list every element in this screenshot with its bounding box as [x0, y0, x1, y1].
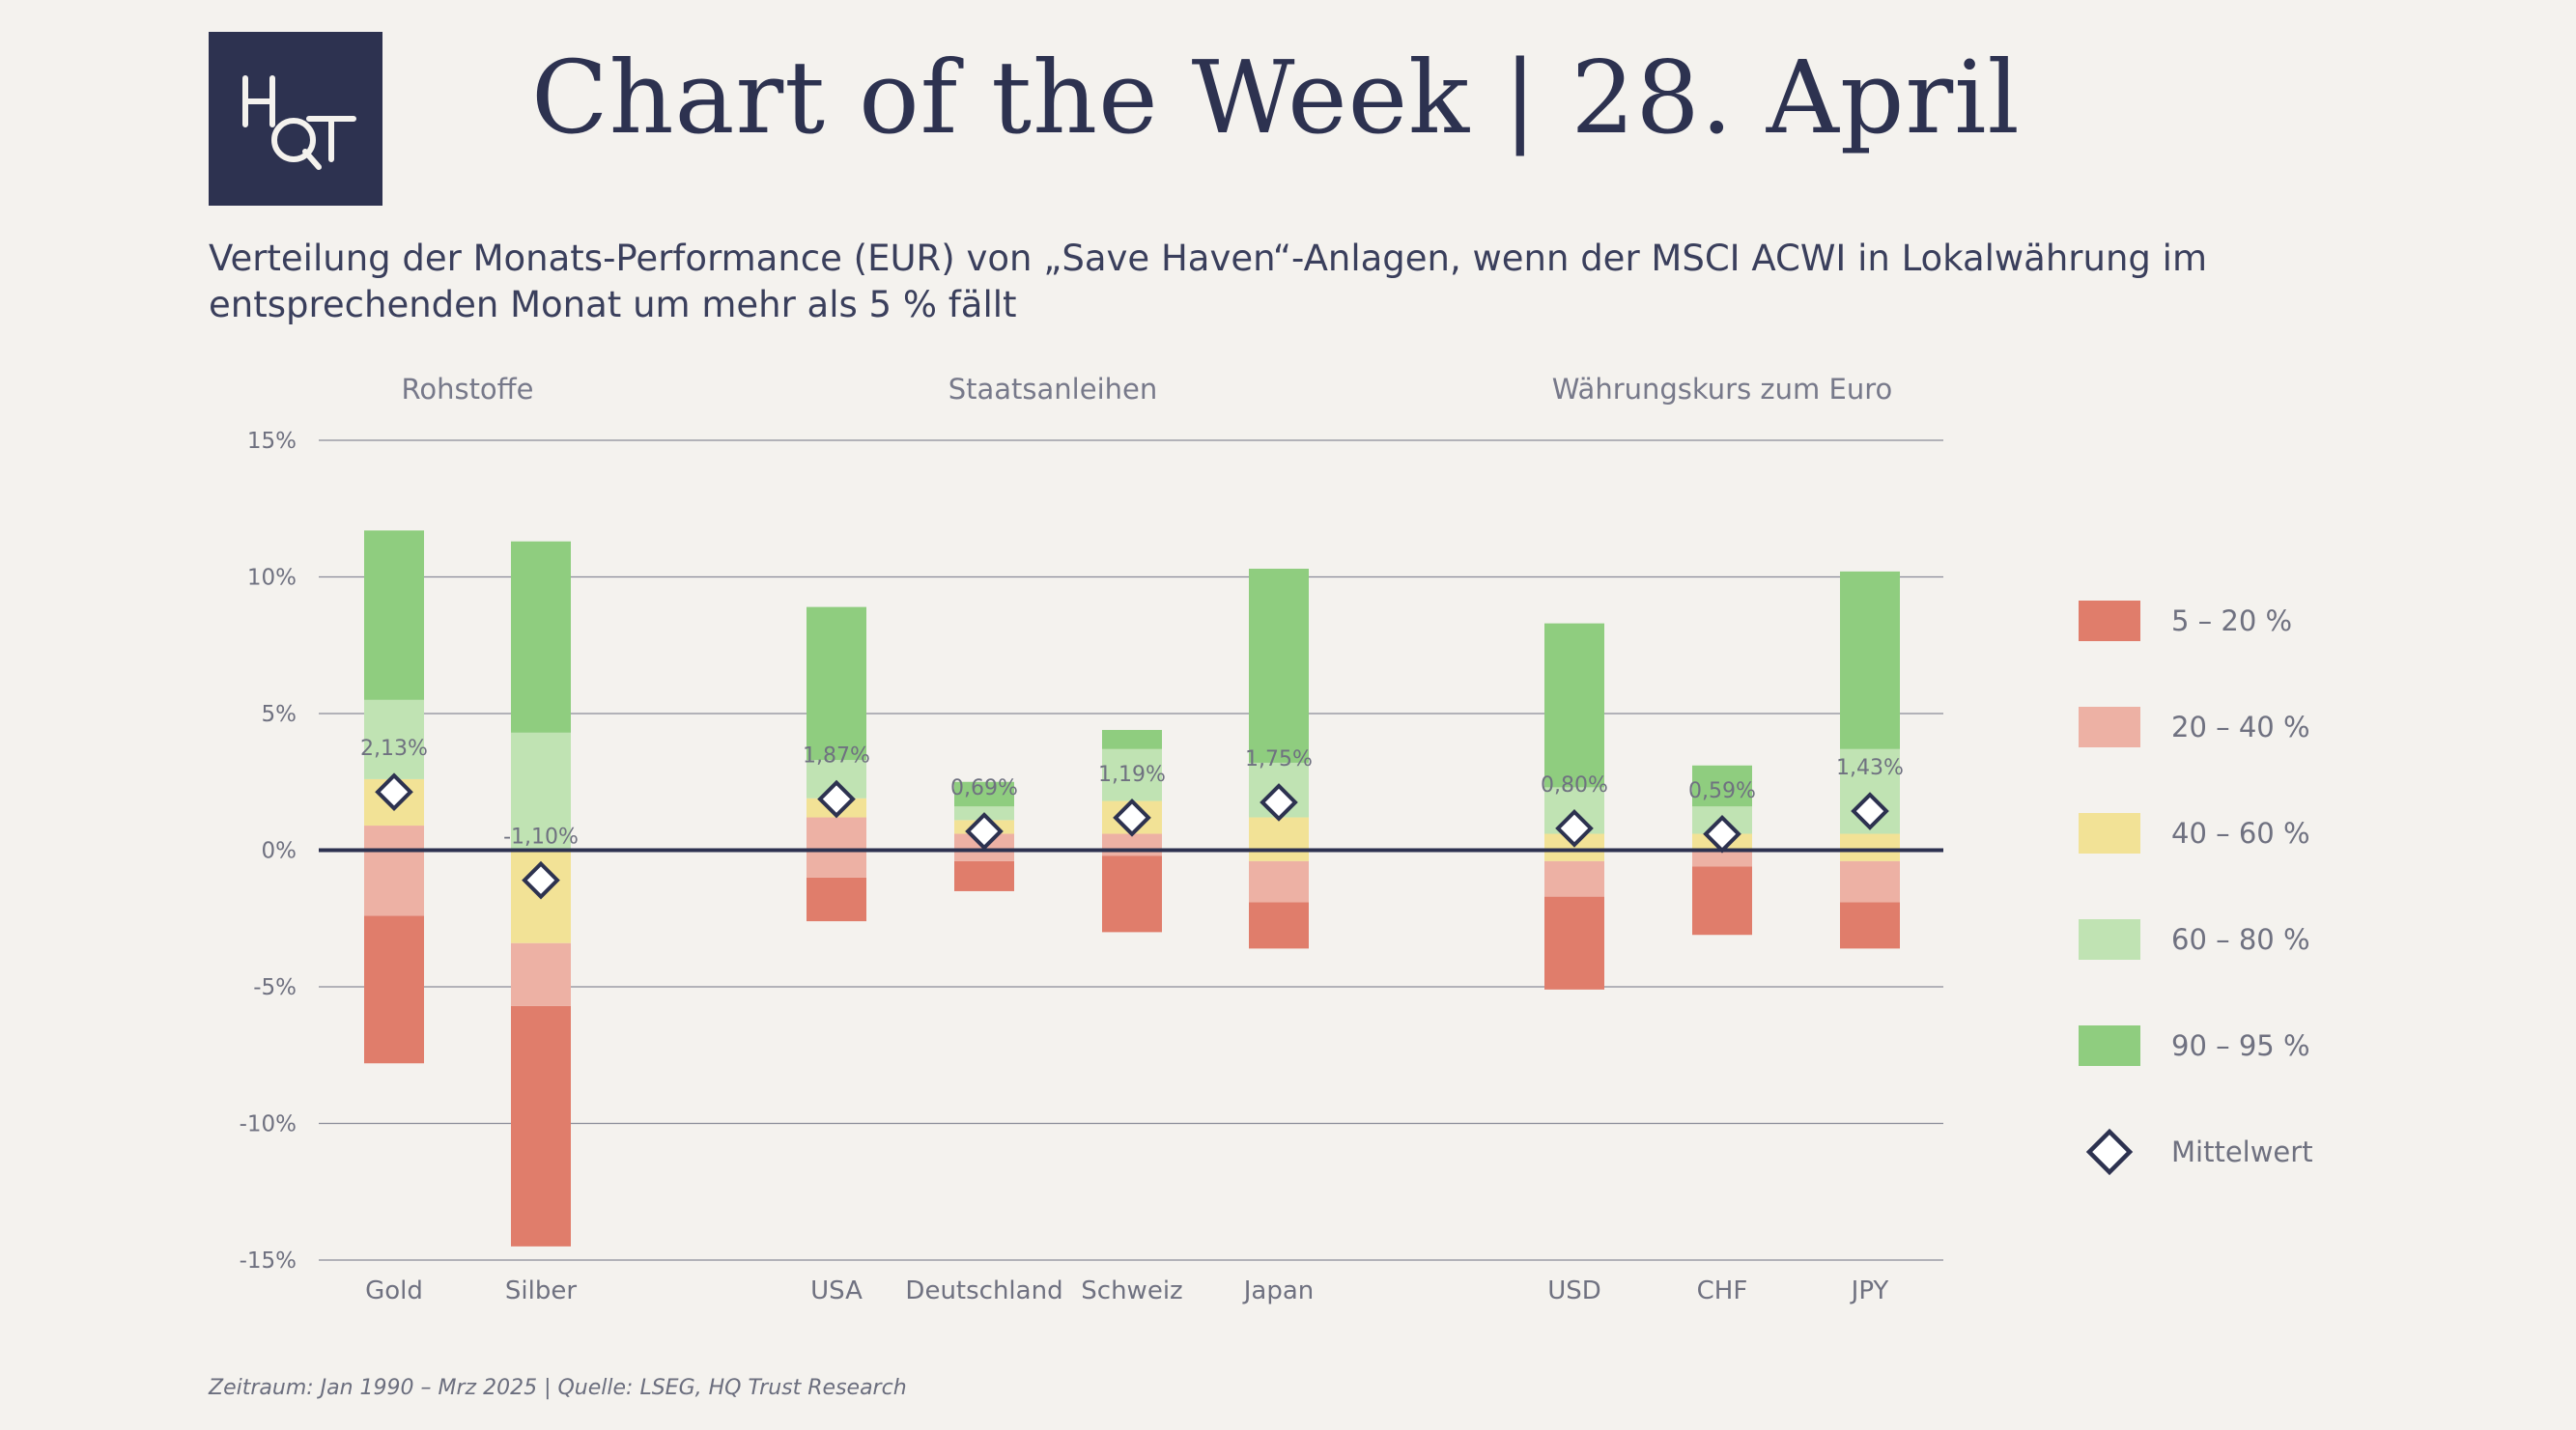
bar-segment	[954, 860, 1014, 891]
bar-segment	[364, 530, 424, 700]
bar-segment	[511, 732, 571, 851]
mean-marker	[1851, 792, 1889, 830]
y-tick-label: 5%	[262, 702, 297, 727]
legend-label: 40 – 60 %	[2171, 817, 2310, 850]
legend-swatch	[2079, 813, 2140, 854]
bar-segment	[1840, 902, 1900, 949]
mean-marker	[1555, 809, 1594, 848]
bar-segment	[1692, 850, 1752, 867]
bar-jpy	[1840, 571, 1900, 949]
y-tick-label: 15%	[247, 429, 297, 454]
legend-swatch	[2079, 601, 2140, 641]
category-label: JPY	[1850, 1276, 1889, 1305]
bar-segment	[1840, 833, 1900, 861]
category-label: USD	[1547, 1276, 1601, 1305]
category-label: Silber	[505, 1276, 577, 1305]
hqt-monogram-icon	[242, 75, 356, 170]
bar-gold	[364, 530, 424, 1064]
mean-marker	[1260, 783, 1298, 822]
bar-segment	[1544, 623, 1604, 788]
category-label: CHF	[1697, 1276, 1748, 1305]
bar-segment	[807, 877, 866, 922]
bar-segment	[1102, 833, 1162, 856]
legend-label: 5 – 20 %	[2171, 604, 2292, 637]
legend-swatch	[2079, 919, 2140, 960]
bar-segment	[1840, 571, 1900, 749]
mean-value-label: 1,75%	[1245, 747, 1313, 771]
mean-value-label: 0,80%	[1541, 773, 1608, 798]
bar-segment	[1249, 569, 1309, 763]
bar-segment	[1249, 902, 1309, 949]
legend-swatch	[2079, 1025, 2140, 1066]
y-tick-label: 10%	[247, 566, 297, 591]
bar-segment	[511, 942, 571, 1006]
hqt-logo	[209, 32, 382, 206]
y-tick-label: -10%	[240, 1112, 297, 1137]
category-label: Deutschland	[905, 1276, 1062, 1305]
bar-usd	[1544, 623, 1604, 990]
bar-segment	[1544, 896, 1604, 990]
mean-value-label: 1,19%	[1098, 763, 1166, 787]
bar-segment	[1102, 855, 1162, 933]
mean-marker	[522, 860, 560, 900]
legend-label: Mittelwert	[2171, 1136, 2313, 1168]
bar-segment	[1102, 748, 1162, 801]
mean-value-label: 1,43%	[1836, 756, 1904, 780]
bar-segment	[1692, 866, 1752, 936]
bar-segment	[807, 817, 866, 878]
bar-segment	[1249, 817, 1309, 861]
bar-segment	[511, 541, 571, 733]
category-label: Gold	[365, 1276, 423, 1305]
bar-segment	[1102, 729, 1162, 749]
legend-label: 60 – 80 %	[2171, 923, 2310, 956]
legend-mean-diamond-icon	[2085, 1128, 2134, 1176]
group-label: Staatsanleihen	[948, 373, 1158, 406]
bar-segment	[364, 826, 424, 916]
mean-marker	[817, 779, 856, 819]
y-tick-label: -5%	[253, 975, 297, 1000]
bar-segment	[954, 781, 1014, 807]
mean-value-label: 0,59%	[1688, 779, 1756, 803]
y-tick-label: 0%	[262, 839, 297, 864]
bar-segment	[364, 915, 424, 1064]
mean-marker	[375, 772, 413, 812]
mean-marker	[965, 812, 1004, 851]
bar-segment	[1544, 860, 1604, 897]
category-label: Schweiz	[1081, 1276, 1182, 1305]
bar-japan	[1249, 569, 1309, 949]
bar-segment	[1840, 860, 1900, 903]
chart-subtitle: Verteilung der Monats-Performance (EUR) …	[209, 238, 2207, 325]
legend-label: 20 – 40 %	[2171, 711, 2310, 743]
mean-value-label: 1,87%	[803, 744, 870, 769]
bar-usa	[807, 606, 866, 922]
category-label: USA	[810, 1276, 863, 1305]
group-label: Rohstoffe	[401, 373, 533, 406]
group-label: Währungskurs zum Euro	[1552, 373, 1893, 406]
chart-title: Chart of the Week | 28. April	[531, 39, 2021, 156]
bar-segment	[1692, 765, 1752, 807]
bar-segment	[364, 699, 424, 779]
chart-canvas: 15% 10% 5% 0% -5% -10% -15% Rohstoffe Staatsanle…	[240, 373, 2313, 1305]
mean-marker	[1703, 814, 1741, 854]
legend-swatch	[2079, 707, 2140, 747]
bar-schweiz	[1102, 729, 1162, 933]
category-label: Japan	[1242, 1276, 1315, 1305]
source-note: Zeitraum: Jan 1990 – Mrz 2025 | Quelle: …	[209, 1376, 907, 1400]
mean-marker	[1113, 798, 1151, 837]
legend-label: 90 – 95 %	[2171, 1029, 2310, 1062]
bar-segment	[511, 1005, 571, 1247]
mean-value-label: -1,10%	[503, 826, 579, 850]
bar-segment	[807, 606, 866, 761]
mean-value-label: 2,13%	[360, 737, 428, 761]
mean-value-label: 0,69%	[950, 776, 1018, 800]
bar-silber	[511, 541, 571, 1247]
bar-segment	[1249, 860, 1309, 903]
y-tick-label: -15%	[240, 1248, 297, 1274]
